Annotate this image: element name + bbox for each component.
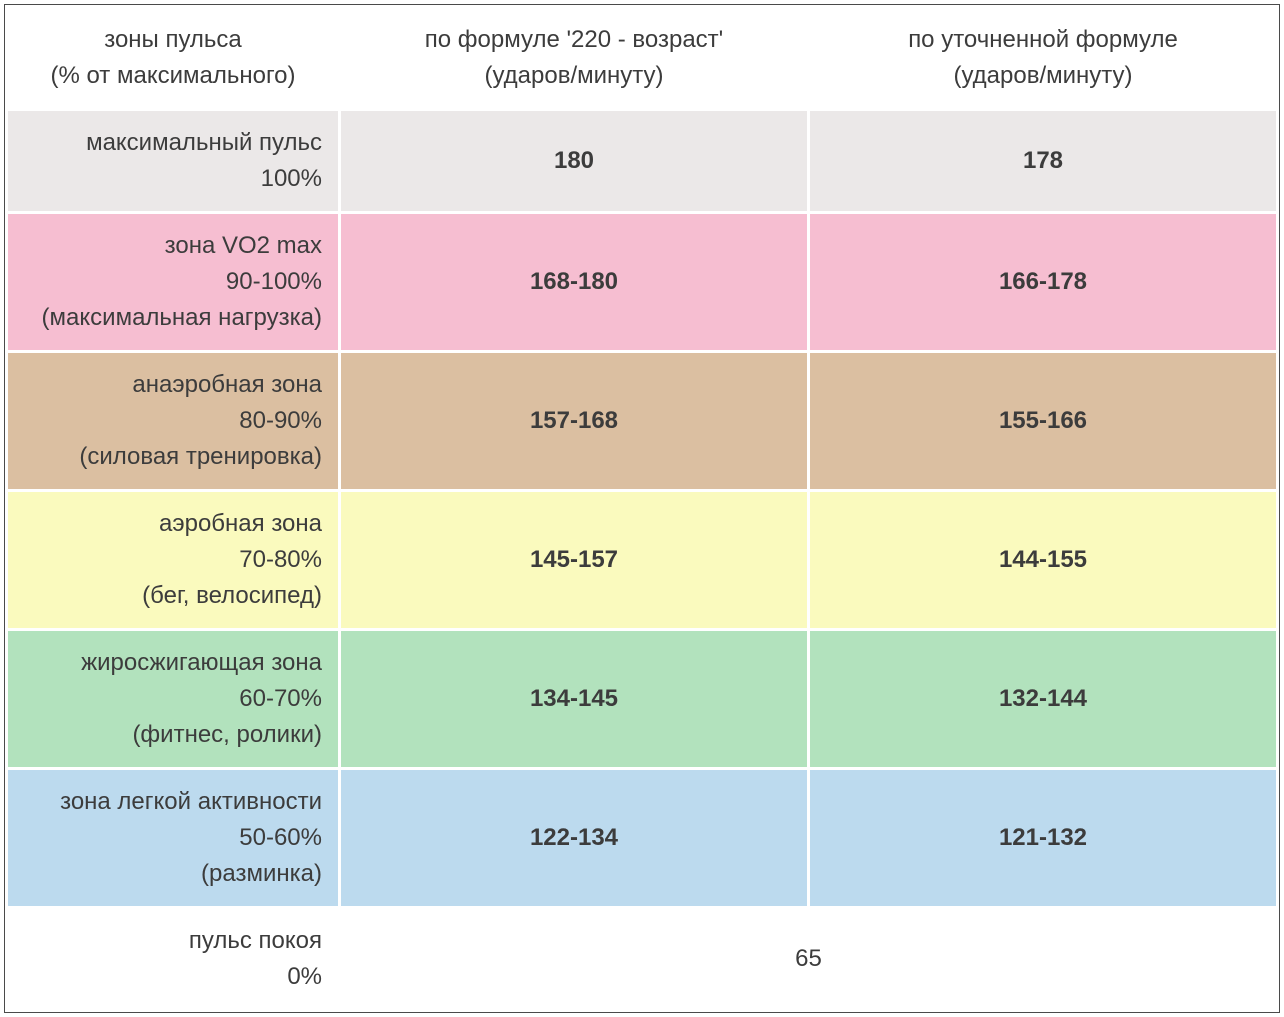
value-refined: 121-132 bbox=[810, 770, 1276, 906]
col-header-refined-line1: по уточненной формуле bbox=[908, 26, 1178, 53]
zone-line: 60-70% bbox=[239, 685, 322, 712]
table-row-rest: пульс покоя0%65 bbox=[8, 909, 1276, 1009]
value-refined: 178 bbox=[810, 111, 1276, 211]
col-header-zone-line1: зоны пульса bbox=[104, 26, 242, 53]
value-rest: 65 bbox=[341, 909, 1276, 1009]
zone-line: 50-60% bbox=[239, 824, 322, 851]
table-row: аэробная зона 70-80% (бег, велосипед) 145-1… bbox=[8, 492, 1276, 628]
table-row: максимальный пульс 100% 180178 bbox=[8, 111, 1276, 211]
zone-line: 90-100% bbox=[226, 268, 322, 295]
zone-line: пульс покоя bbox=[189, 927, 322, 954]
value-f220: 134-145 bbox=[341, 631, 807, 767]
value-refined: 132-144 bbox=[810, 631, 1276, 767]
value-f220: 145-157 bbox=[341, 492, 807, 628]
zone-line: (разминка) bbox=[201, 860, 322, 887]
table-row: жиросжигающая зона 60-70% (фитнес, ролики)… bbox=[8, 631, 1276, 767]
zone-line: 100% bbox=[261, 165, 322, 192]
zone-line: 80-90% bbox=[239, 407, 322, 434]
value-f220: 168-180 bbox=[341, 214, 807, 350]
zone-line: аэробная зона bbox=[159, 510, 322, 537]
zone-line: (фитнес, ролики) bbox=[132, 721, 322, 748]
zone-cell-rest: пульс покоя0% bbox=[8, 909, 338, 1009]
zone-line: (максимальная нагрузка) bbox=[42, 304, 322, 331]
pulse-zones-table: зоны пульса (% от максимального) по форм… bbox=[4, 4, 1280, 1013]
zone-line: (бег, велосипед) bbox=[142, 582, 322, 609]
zone-line: жиросжигающая зона bbox=[81, 649, 322, 676]
value-f220: 180 bbox=[341, 111, 807, 211]
pulse-zones-tbody: максимальный пульс 100% 180178 зона VO2 max… bbox=[8, 111, 1276, 1009]
zone-cell: зона VO2 max 90-100% (максимальная нагрузк… bbox=[8, 214, 338, 350]
zone-line: зона легкой активности bbox=[60, 788, 322, 815]
zone-line: анаэробная зона bbox=[132, 371, 322, 398]
col-header-f220-line2: (ударов/минуту) bbox=[484, 62, 663, 89]
table-row: зона легкой активности 50-60% (разминка) 12… bbox=[8, 770, 1276, 906]
value-refined: 155-166 bbox=[810, 353, 1276, 489]
col-header-zone: зоны пульса (% от максимального) bbox=[8, 8, 338, 108]
value-f220: 157-168 bbox=[341, 353, 807, 489]
zone-line: зона VO2 max bbox=[165, 232, 322, 259]
table-header-row: зоны пульса (% от максимального) по форм… bbox=[8, 8, 1276, 108]
col-header-f220-line1: по формуле '220 - возраст' bbox=[425, 26, 724, 53]
zone-line: 70-80% bbox=[239, 546, 322, 573]
zone-cell: аэробная зона 70-80% (бег, велосипед) bbox=[8, 492, 338, 628]
zone-line: (силовая тренировка) bbox=[79, 443, 322, 470]
zone-cell: жиросжигающая зона 60-70% (фитнес, ролики) bbox=[8, 631, 338, 767]
zone-line: максимальный пульс bbox=[86, 129, 322, 156]
value-refined: 166-178 bbox=[810, 214, 1276, 350]
col-header-refined: по уточненной формуле (ударов/минуту) bbox=[810, 8, 1276, 108]
table-row: зона VO2 max 90-100% (максимальная нагрузк… bbox=[8, 214, 1276, 350]
table-row: анаэробная зона 80-90% (силовая тренировка… bbox=[8, 353, 1276, 489]
zone-cell: анаэробная зона 80-90% (силовая тренировка… bbox=[8, 353, 338, 489]
pulse-zones-table-wrap: зоны пульса (% от максимального) по форм… bbox=[0, 0, 1284, 1017]
col-header-zone-line2: (% от максимального) bbox=[50, 62, 295, 89]
value-f220: 122-134 bbox=[341, 770, 807, 906]
zone-cell: максимальный пульс 100% bbox=[8, 111, 338, 211]
zone-cell: зона легкой активности 50-60% (разминка) bbox=[8, 770, 338, 906]
col-header-f220: по формуле '220 - возраст' (ударов/минут… bbox=[341, 8, 807, 108]
col-header-refined-line2: (ударов/минуту) bbox=[953, 62, 1132, 89]
value-refined: 144-155 bbox=[810, 492, 1276, 628]
